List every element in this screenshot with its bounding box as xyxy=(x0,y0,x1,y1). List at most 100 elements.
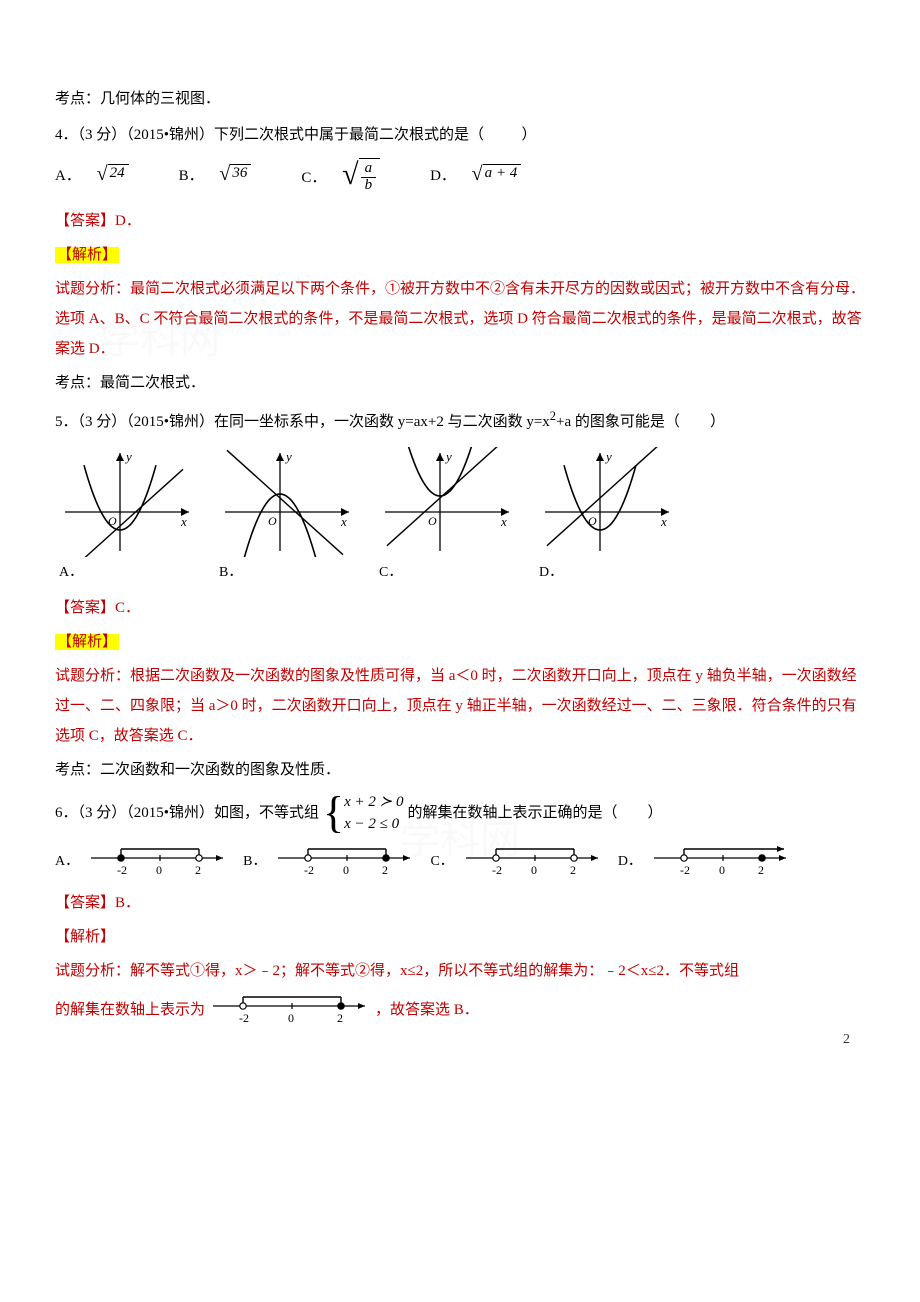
svg-text:x: x xyxy=(340,514,347,529)
graph-label: A． xyxy=(59,559,83,587)
q4-option-a: A． √24 xyxy=(55,161,129,191)
svg-text:-2: -2 xyxy=(239,1011,249,1025)
q4-stem: 4．（3 分）（2015•锦州）下列二次根式中属于最简二次根式的是（ ） xyxy=(55,120,865,150)
q5-analysis-label: 【解析】 xyxy=(55,627,865,657)
q4-options: A． √24 B． √36 C． √ a b D． √a + 4 xyxy=(55,158,865,194)
svg-text:x: x xyxy=(660,514,667,529)
q5-stem-suffix: ） xyxy=(710,414,725,430)
option-label: B． xyxy=(179,168,204,184)
q5-stem: 5．（3 分）（2015•锦州）在同一坐标系中，一次函数 y=ax+2 与二次函… xyxy=(55,404,865,437)
q6-numline-d: D． -2 0 2 xyxy=(618,842,796,882)
q6-stem-prefix: 6．（3 分）（2015•锦州）如图，不等式组 xyxy=(55,798,319,828)
q5-graph-d: x y O D． xyxy=(535,447,675,587)
option-label: A． xyxy=(55,168,81,184)
q4-stem-suffix: ） xyxy=(522,127,537,143)
answer-label: 【答案】 xyxy=(55,213,115,229)
analysis-label: 【解析】 xyxy=(55,929,115,945)
ineq-top: x + 2 ≻ 0 xyxy=(344,791,403,814)
svg-text:-2: -2 xyxy=(304,863,314,877)
analysis-label: 【解析】 xyxy=(55,247,119,263)
q6-stem-suffix: 的解集在数轴上表示正确的是（ ） xyxy=(408,798,663,828)
page-number: 2 xyxy=(843,1026,850,1054)
numline-label: B． xyxy=(243,848,266,876)
q6-numline-a: A． -2 0 2 xyxy=(55,842,233,882)
numline-label: C． xyxy=(430,848,453,876)
inequality-system: { x + 2 ≻ 0 x − 2 ≤ 0 xyxy=(323,791,403,836)
q5-graph-a: x y O A． xyxy=(55,447,195,587)
svg-text:0: 0 xyxy=(719,863,725,877)
answer-label: 【答案】 xyxy=(55,895,115,911)
svg-text:2: 2 xyxy=(758,863,764,877)
q6-analysis-p2a: 的解集在数轴上表示为 xyxy=(55,995,205,1025)
q4-stem-text: 4．（3 分）（2015•锦州）下列二次根式中属于最简二次根式的是（ xyxy=(55,127,484,143)
q5-graph-c: x y O C． xyxy=(375,447,515,587)
svg-text:2: 2 xyxy=(570,863,576,877)
svg-text:0: 0 xyxy=(288,1011,294,1025)
sqrt-icon: √36 xyxy=(219,164,251,184)
sqrt-icon: √24 xyxy=(97,164,129,184)
option-label: D． xyxy=(430,168,456,184)
svg-text:0: 0 xyxy=(156,863,162,877)
answer-value: D． xyxy=(115,213,141,229)
svg-text:y: y xyxy=(284,449,292,464)
q5-graph-b: x y O B． xyxy=(215,447,355,587)
q4-option-d: D． √a + 4 xyxy=(430,161,521,191)
numline-label: D． xyxy=(618,848,642,876)
svg-text:2: 2 xyxy=(382,863,388,877)
sqrt-icon: √ a b xyxy=(342,158,380,194)
q6-stem: 6．（3 分）（2015•锦州）如图，不等式组 { x + 2 ≻ 0 x − … xyxy=(55,791,865,836)
graph-label: C． xyxy=(379,559,402,587)
q6-answer: 【答案】B． xyxy=(55,888,865,918)
svg-text:O: O xyxy=(428,514,437,528)
q6-analysis-p2: 的解集在数轴上表示为 -2 0 2 ，故答案选 B． xyxy=(55,990,865,1030)
answer-label: 【答案】 xyxy=(55,600,115,616)
q5-graphs: x y O A． x y O B． x y O C． x y O D． xyxy=(55,447,865,587)
q6-analysis-p2b: ，故答案选 B． xyxy=(375,995,479,1025)
q4-analysis-label: 【解析】 xyxy=(55,240,865,270)
fraction: a b xyxy=(361,161,377,194)
q5-topic: 考点：二次函数和一次函数的图象及性质． xyxy=(55,755,865,785)
q6-numlines: A． -2 0 2 B． -2 0 2 C． -2 0 2 D． -2 0 2 xyxy=(55,842,865,882)
svg-text:-2: -2 xyxy=(680,863,690,877)
q4-option-b: B． √36 xyxy=(179,161,252,191)
q5-stem-blank xyxy=(680,414,710,430)
svg-text:-2: -2 xyxy=(492,863,502,877)
brace-icon: { xyxy=(323,798,344,829)
svg-text:O: O xyxy=(588,514,597,528)
svg-text:y: y xyxy=(604,449,612,464)
svg-text:y: y xyxy=(444,449,452,464)
ineq-bot: x − 2 ≤ 0 xyxy=(344,813,403,836)
q4-topic: 考点：最简二次根式． xyxy=(55,368,865,398)
answer-numline: -2 0 2 xyxy=(205,990,375,1030)
q6-numline-c: C． -2 0 2 xyxy=(430,842,607,882)
numline-label: A． xyxy=(55,848,79,876)
option-label: C． xyxy=(301,170,326,186)
q5-stem-text: 5．（3 分）（2015•锦州）在同一坐标系中，一次函数 y=ax+2 与二次函… xyxy=(55,414,550,430)
svg-text:x: x xyxy=(500,514,507,529)
graph-label: B． xyxy=(219,559,242,587)
svg-text:x: x xyxy=(180,514,187,529)
q4-option-c: C． √ a b xyxy=(301,158,380,194)
q6-numline-b: B． -2 0 2 xyxy=(243,842,420,882)
svg-text:O: O xyxy=(108,514,117,528)
svg-text:y: y xyxy=(124,449,132,464)
svg-text:2: 2 xyxy=(337,1011,343,1025)
q3-topic: 考点：几何体的三视图． xyxy=(55,84,865,114)
svg-text:0: 0 xyxy=(343,863,349,877)
q5-stem-mid: +a 的图象可能是（ xyxy=(556,414,680,430)
q5-answer: 【答案】C． xyxy=(55,593,865,623)
svg-text:O: O xyxy=(268,514,277,528)
answer-value: C． xyxy=(115,600,140,616)
analysis-label: 【解析】 xyxy=(55,634,119,650)
q5-analysis-text: 试题分析：根据二次函数及一次函数的图象及性质可得，当 a＜0 时，二次函数开口向… xyxy=(55,661,865,751)
svg-text:2: 2 xyxy=(195,863,201,877)
q4-stem-blank xyxy=(488,127,518,143)
q6-analysis-label: 【解析】 xyxy=(55,922,865,952)
q4-answer: 【答案】D． xyxy=(55,206,865,236)
q6-analysis-p1: 试题分析：解不等式①得，x＞﹣2；解不等式②得，x≤2，所以不等式组的解集为：﹣… xyxy=(55,956,865,986)
answer-value: B． xyxy=(115,895,140,911)
graph-label: D． xyxy=(539,559,563,587)
svg-text:0: 0 xyxy=(531,863,537,877)
svg-text:-2: -2 xyxy=(117,863,127,877)
q4-analysis-text: 试题分析：最简二次根式必须满足以下两个条件，①被开方数中不②含有未开尽方的因数或… xyxy=(55,274,865,364)
